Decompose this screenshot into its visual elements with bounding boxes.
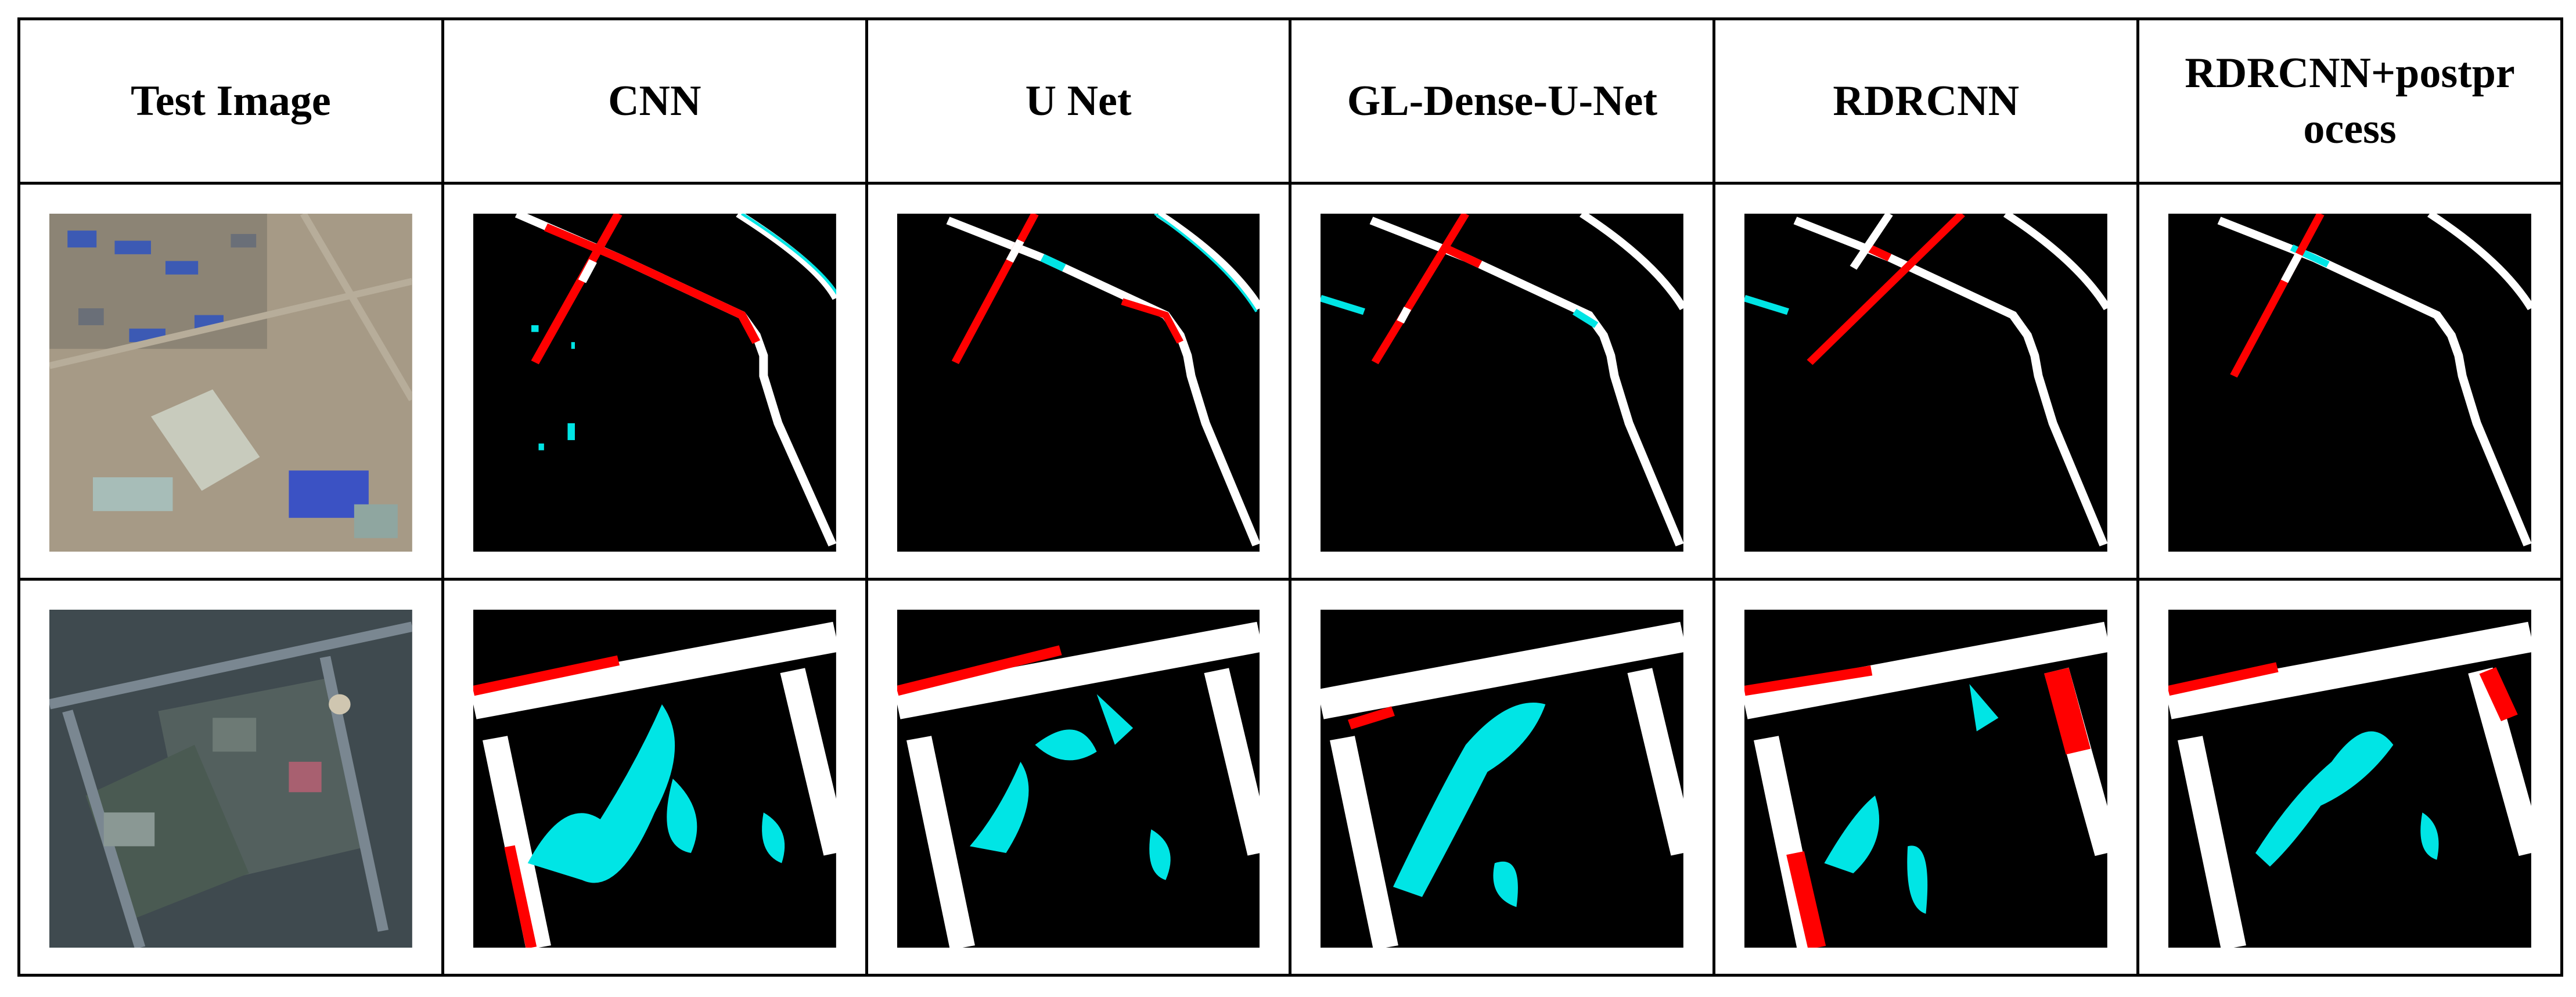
cell-rdrcnn-1 (1712, 182, 2140, 581)
cell-rdrcnn-postprocess-2 (2136, 578, 2563, 977)
header-row: Test Image CNN U Net GL-Dense-U-Net RDRC… (17, 17, 2563, 185)
results-table: Test Image CNN U Net GL-Dense-U-Net RDRC… (17, 17, 2563, 977)
cell-cnn-2 (441, 578, 868, 977)
cell-unet-2 (865, 578, 1292, 977)
test-image-2 (49, 610, 412, 948)
cell-cnn-1 (441, 182, 868, 581)
header-rdrcnn-postprocess: RDRCNN+postpr ocess (2136, 17, 2563, 185)
header-cnn: CNN (441, 17, 868, 185)
rdrcnn-output-1 (1744, 214, 2108, 552)
cell-test-image-1 (17, 182, 444, 581)
header-unet: U Net (865, 17, 1292, 185)
cell-rdrcnn-postprocess-1 (2136, 182, 2563, 581)
rdrcnn-postprocess-output-1 (2168, 214, 2531, 552)
cell-test-image-2 (17, 578, 444, 977)
header-gl-dense-unet: GL-Dense-U-Net (1289, 17, 1716, 185)
gl-dense-unet-output-2 (1321, 610, 1684, 948)
unet-output-1 (897, 214, 1260, 552)
cnn-output-1 (473, 214, 836, 552)
header-rdrcnn: RDRCNN (1712, 17, 2140, 185)
header-test-image: Test Image (17, 17, 444, 185)
unet-output-2 (897, 610, 1260, 948)
test-image-1 (49, 214, 412, 552)
cell-gl-dense-unet-1 (1289, 182, 1716, 581)
cnn-output-2 (473, 610, 836, 948)
cell-unet-1 (865, 182, 1292, 581)
cell-rdrcnn-2 (1712, 578, 2140, 977)
gl-dense-unet-output-1 (1321, 214, 1684, 552)
cell-gl-dense-unet-2 (1289, 578, 1716, 977)
rdrcnn-output-2 (1744, 610, 2108, 948)
result-row-1 (17, 182, 2563, 581)
rdrcnn-postprocess-output-2 (2168, 610, 2531, 948)
result-row-2 (17, 578, 2563, 977)
